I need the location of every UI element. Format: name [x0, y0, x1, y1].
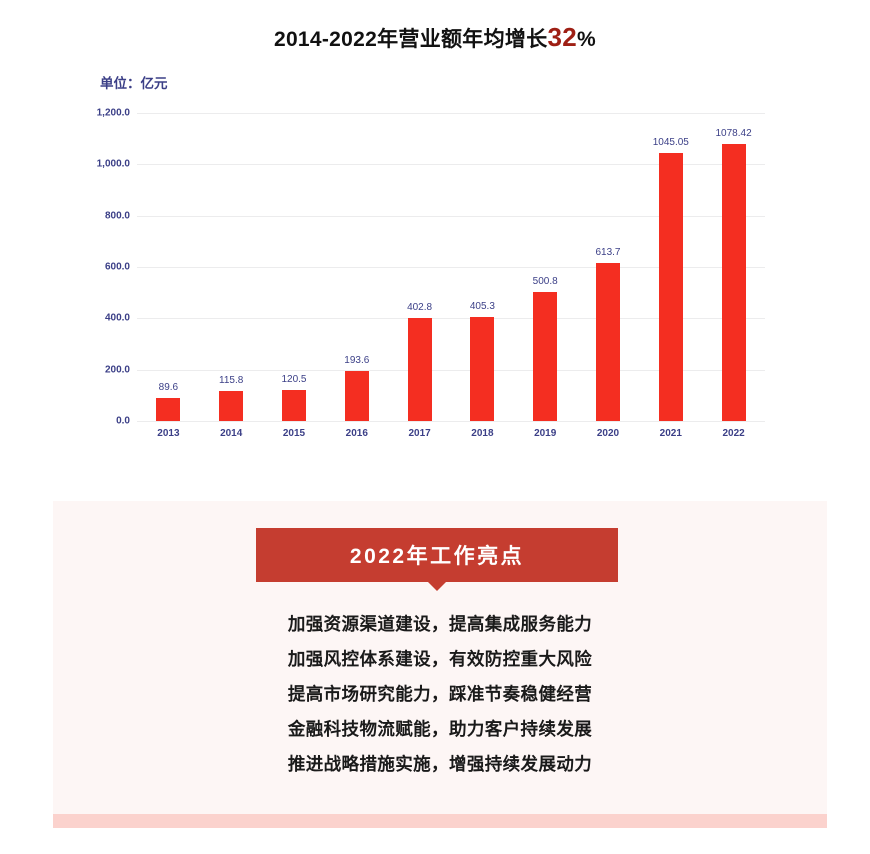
chart-gridline: 1,200.0	[97, 108, 765, 119]
chart-y-axis-tick: 400.0	[104, 312, 130, 324]
chart-bar-value-label: 405.3	[469, 300, 495, 312]
chart-y-axis-tick: 600.0	[104, 261, 130, 273]
chart-gridline: 400.0	[105, 313, 765, 324]
chart-bar-group[interactable]: 402.8 2017	[388, 113, 451, 439]
chart-bar[interactable]	[344, 371, 369, 421]
highlights-panel: 2022年工作亮点 加强资源渠道建设，提高集成服务能力 加强风控体系建设，有效防控…	[53, 501, 827, 828]
chart-bar[interactable]	[470, 316, 495, 421]
chart-bar-value-label: 402.8	[407, 301, 433, 313]
chart-bar-group[interactable]: 500.8 2019	[514, 113, 577, 439]
chart-bar[interactable]	[595, 263, 620, 421]
highlight-line: 推进战略措施实施，增强持续发展动力	[287, 754, 593, 774]
chart-gridline: 200.0	[105, 364, 765, 375]
triangle-down-icon	[428, 582, 446, 591]
chart-y-axis-tick: 0.0	[116, 415, 130, 427]
chart-x-axis-tick: 2014	[220, 428, 243, 439]
highlight-line: 加强资源渠道建设，提高集成服务能力	[287, 614, 593, 634]
chart-bar[interactable]	[658, 152, 683, 421]
chart-bar-group[interactable]: 193.6 2016	[325, 113, 388, 439]
chart-bar[interactable]	[407, 317, 432, 421]
chart-bar-value-label: 115.8	[219, 375, 244, 387]
chart-bar-group[interactable]: 89.6 2013	[137, 113, 200, 439]
chart-bar-group[interactable]: 1078.42 2022	[702, 113, 765, 439]
chart-bar-group[interactable]: 115.8 2014	[200, 113, 263, 439]
chart-bar-value-label: 89.6	[158, 382, 179, 394]
chart-bar-value-label: 1045.05	[652, 136, 689, 148]
chart-x-axis-tick: 2020	[596, 428, 620, 439]
revenue-bar-chart: 单位：亿元 0.0 200.0 400.0 600.0 800.0 1,000.0 1,20…	[95, 64, 775, 444]
chart-gridline: 800.0	[105, 210, 765, 221]
chart-x-axis-tick: 2021	[659, 428, 682, 439]
chart-y-axis-tick: 800.0	[104, 210, 130, 222]
chart-bar-group[interactable]: 405.3 2018	[451, 113, 514, 439]
highlight-line: 金融科技物流赋能，助力客户持续发展	[287, 719, 593, 739]
page-title-prefix: 2014-2022年营业额年均增长	[273, 28, 548, 51]
chart-bar-value-label: 613.7	[595, 247, 621, 259]
chart-bar[interactable]	[721, 144, 746, 421]
chart-bar-group[interactable]: 120.5 2015	[263, 113, 326, 439]
chart-y-axis-tick: 1,000.0	[96, 158, 130, 170]
chart-plot-area: 0.0 200.0 400.0 600.0 800.0 1,000.0 1,200.0 89.…	[97, 108, 765, 439]
chart-x-axis-tick: 2018	[471, 428, 494, 439]
highlights-banner-title: 2022年工作亮点	[349, 545, 525, 568]
chart-x-axis-tick: 2022	[722, 428, 745, 439]
chart-x-axis-tick: 2016	[345, 428, 368, 439]
chart-bar[interactable]	[281, 390, 306, 421]
chart-unit-label: 单位：亿元	[100, 76, 168, 91]
chart-gridline: 1,000.0	[97, 159, 765, 170]
page-title-highlight: 32	[547, 22, 578, 52]
chart-gridline: 600.0	[105, 262, 765, 273]
chart-bar-group[interactable]: 1045.05 2021	[639, 113, 702, 439]
chart-y-axis-tick: 200.0	[104, 364, 130, 376]
chart-bar[interactable]	[156, 398, 181, 421]
page-title-suffix: %	[577, 28, 597, 51]
chart-bar[interactable]	[219, 391, 244, 421]
chart-bar-value-label: 193.6	[344, 355, 370, 367]
chart-x-axis-tick: 2015	[282, 428, 306, 439]
highlights-list: 加强资源渠道建设，提高集成服务能力 加强风控体系建设，有效防控重大风险 提高市场研究…	[53, 607, 827, 782]
chart-bar-value-label: 1078.42	[715, 128, 752, 140]
chart-bar[interactable]	[533, 292, 558, 421]
chart-x-axis-tick: 2017	[408, 428, 431, 439]
chart-gridline: 0.0	[116, 416, 765, 427]
chart-bar-group[interactable]: 613.7 2020	[577, 113, 640, 439]
highlight-line: 提高市场研究能力，踩准节奏稳健经营	[287, 684, 593, 704]
highlight-line: 加强风控体系建设，有效防控重大风险	[287, 649, 593, 669]
highlights-banner: 2022年工作亮点	[256, 528, 618, 591]
page-title: 2014-2022年营业额年均增长32%	[0, 22, 870, 53]
chart-x-axis-tick: 2019	[534, 428, 557, 439]
chart-bar-value-label: 500.8	[532, 276, 558, 288]
panel-footer-strip	[53, 814, 827, 828]
chart-y-axis-tick: 1,200.0	[96, 107, 130, 119]
chart-bar-value-label: 120.5	[281, 374, 307, 386]
chart-x-axis-tick: 2013	[157, 428, 180, 439]
